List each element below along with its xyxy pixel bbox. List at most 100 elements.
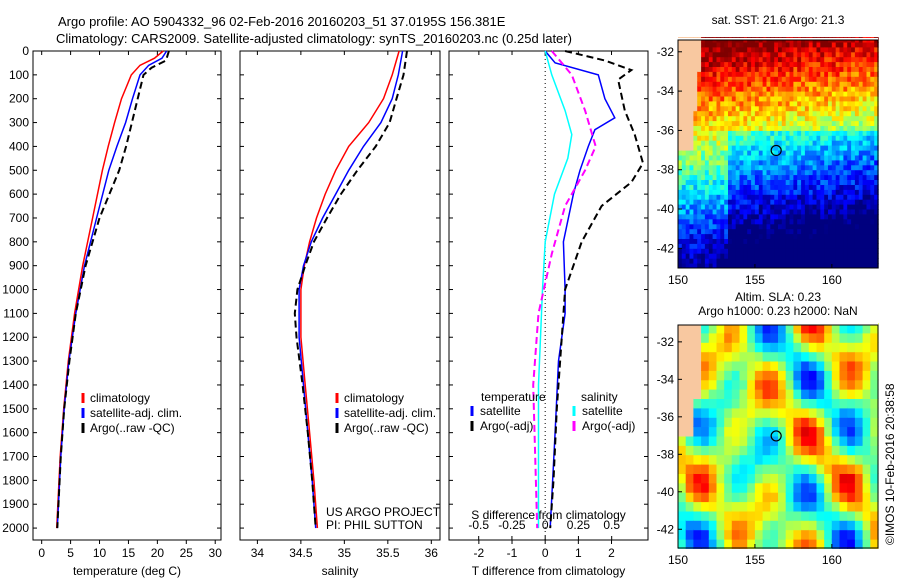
map-cell — [693, 204, 698, 210]
map-cell — [697, 253, 702, 259]
map-cell — [812, 42, 818, 48]
map-cell — [720, 164, 725, 171]
map-cell — [816, 501, 825, 512]
map-cell — [685, 66, 691, 72]
map-cell — [824, 416, 833, 428]
map-cell — [835, 218, 841, 225]
x-tick-label: 2 — [608, 546, 615, 560]
map-cell — [778, 164, 783, 171]
map-cell — [870, 258, 875, 264]
map-cell — [828, 223, 833, 230]
map-cell — [770, 194, 775, 200]
map-cell — [758, 125, 764, 131]
map-cell — [724, 248, 729, 254]
map-cell — [712, 76, 718, 82]
map-cell — [820, 263, 825, 269]
map-cell — [793, 155, 798, 161]
map-cell — [781, 42, 787, 48]
map-cell — [874, 199, 879, 205]
map-cell — [720, 115, 725, 122]
map-cell — [866, 243, 871, 249]
map-cell — [724, 174, 729, 180]
map-cell — [820, 100, 825, 107]
map-cell — [808, 407, 818, 418]
map-cell — [685, 388, 694, 399]
map-cell — [835, 105, 841, 112]
map-cell — [720, 218, 725, 225]
map-cell — [870, 105, 875, 112]
map-cell — [685, 125, 691, 131]
map-cell — [862, 218, 868, 225]
map-cell — [797, 91, 802, 97]
map-cell — [785, 100, 791, 107]
map-cell — [731, 253, 737, 259]
map-cell — [724, 194, 729, 200]
map-cell — [831, 360, 841, 371]
map-cell — [704, 159, 710, 166]
map-cell — [847, 351, 856, 362]
map-cell — [801, 238, 806, 244]
map-cell — [847, 199, 852, 205]
map-cell — [851, 155, 856, 161]
map-cell — [766, 174, 771, 180]
map-cell — [747, 341, 756, 353]
map-cell — [689, 46, 694, 53]
map-cell — [724, 130, 729, 136]
map-cell — [828, 56, 833, 63]
map-cell — [824, 130, 829, 136]
map-cell — [785, 42, 791, 48]
map-cell — [747, 323, 756, 334]
map-cell — [808, 538, 818, 549]
map-cell — [754, 379, 764, 390]
map-cell — [678, 510, 687, 521]
map-cell — [801, 407, 810, 418]
map-cell — [739, 96, 744, 102]
map-cell — [847, 379, 856, 390]
map-cell — [724, 105, 729, 112]
map-cell — [831, 194, 837, 200]
map-cell — [747, 243, 752, 249]
map-cell — [874, 184, 879, 190]
map-cell — [816, 56, 821, 63]
map-cell — [762, 66, 768, 72]
map-cell — [820, 135, 825, 141]
map-cell — [708, 76, 714, 82]
map-cell — [720, 155, 725, 161]
lat-tick-label: -32 — [657, 335, 675, 349]
map-cell — [708, 454, 718, 465]
map-cell — [712, 189, 718, 195]
map-cell — [704, 243, 710, 249]
map-cell — [801, 110, 806, 117]
map-cell — [720, 96, 725, 102]
map-cell — [766, 91, 771, 97]
map-cell — [766, 238, 771, 244]
map-cell — [735, 71, 741, 77]
map-cell — [824, 184, 829, 190]
map-cell — [774, 209, 779, 215]
map-cell — [812, 125, 818, 131]
map-cell — [689, 135, 694, 141]
map-cell — [797, 159, 802, 166]
map-cell — [762, 379, 771, 390]
map-cell — [731, 501, 741, 512]
map-cell — [843, 159, 848, 166]
map-cell — [758, 61, 764, 67]
map-cell — [870, 370, 879, 381]
map-cell — [751, 140, 756, 146]
map-cell — [812, 199, 818, 205]
map-cell — [847, 86, 852, 92]
map-cell — [762, 204, 768, 210]
map-cell — [708, 360, 718, 371]
map-cell — [712, 100, 718, 107]
map-cell — [847, 209, 852, 215]
map-cell — [862, 253, 868, 259]
series-t-satellite — [544, 50, 616, 529]
map-cell — [789, 199, 794, 205]
map-cell — [781, 204, 787, 210]
map-cell — [870, 199, 875, 205]
s-tick-label: 0.25 — [567, 518, 591, 532]
map-cell — [735, 169, 741, 176]
map-cell — [839, 351, 848, 362]
map-cell — [685, 463, 694, 474]
map-cell — [831, 398, 841, 409]
